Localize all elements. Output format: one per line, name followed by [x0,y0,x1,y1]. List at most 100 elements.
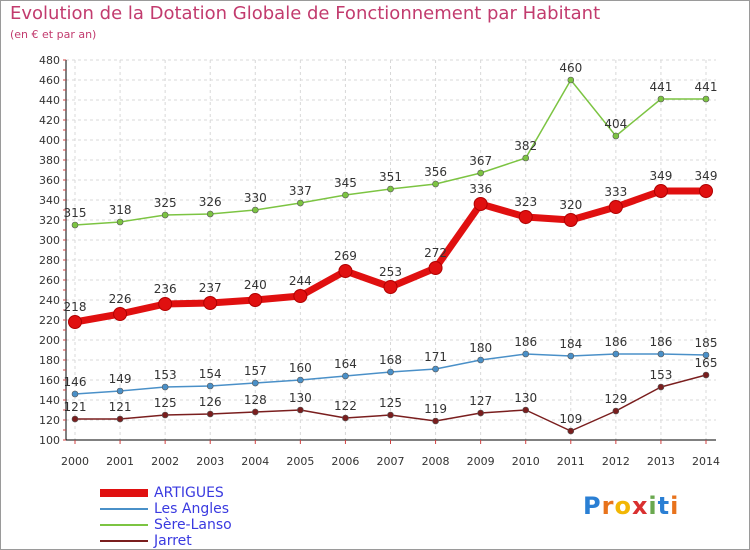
data-point-artigues [608,200,623,214]
x-tick-label: 2012 [602,455,630,468]
data-label-artigues: 269 [334,249,357,263]
chart-subtitle: (en € et par an) [10,28,97,41]
logo-letter: o [614,492,632,520]
line-chart: 100 120 140 160 180 200 220 240 260 280 300 320 340 3… [39,54,720,468]
x-tick-label: 2002 [151,455,179,468]
data-point-jarret [251,408,259,416]
data-label-jarret: 130 [289,391,312,405]
data-point-les-angles [387,368,394,376]
data-label-artigues: 349 [649,169,672,183]
y-tick-label: 220 [39,314,60,327]
data-label-artigues: 320 [559,198,582,212]
legend-item-les-angles: Les Angles [100,501,360,517]
x-tick-label: 2007 [377,455,405,468]
data-label-les-angles: 157 [244,364,267,378]
data-label-jarret: 125 [154,396,177,410]
data-point-jarret [161,411,169,419]
data-label-les-angles: 164 [334,357,357,371]
data-point-les-angles [657,350,665,358]
data-point-les-angles [71,390,79,398]
data-label-les-angles: 168 [379,353,402,367]
data-label-artigues: 253 [379,265,402,279]
data-point-jarret [71,415,79,423]
logo-letter: x [631,492,649,520]
data-label-les-angles: 171 [424,350,447,364]
x-tick-label: 2003 [196,455,224,468]
data-point-artigues [203,296,218,310]
data-label-les-angles: 186 [514,335,537,349]
data-point-artigues [518,210,533,224]
data-label-artigues: 349 [695,169,718,183]
data-point-s-re-lanso [342,191,349,199]
data-point-s-re-lanso [702,95,710,103]
data-label-s-re-lanso: 337 [289,184,312,198]
y-tick-label: 360 [39,174,60,187]
data-label-les-angles: 186 [604,335,627,349]
data-label-jarret: 165 [695,356,718,370]
proxiti-logo: Proxiti [583,492,679,520]
data-point-les-angles [477,356,484,364]
legend-item-jarret: Jarret [100,533,360,549]
data-label-les-angles: 186 [649,335,672,349]
y-tick-label: 480 [39,54,60,67]
y-tick-label: 420 [39,114,60,127]
legend-label: Sère-Lanso [154,517,232,533]
data-point-les-angles [432,365,439,373]
data-label-s-re-lanso: 318 [109,203,132,217]
data-label-s-re-lanso: 441 [649,80,672,94]
y-tick-label: 380 [39,154,60,167]
data-point-jarret [702,371,710,379]
data-point-jarret [432,417,439,425]
data-point-s-re-lanso [612,132,620,140]
data-point-jarret [522,406,530,414]
data-point-artigues [428,261,443,275]
legend-item-artigues: ARTIGUES [100,485,360,501]
legend-label: Jarret [154,533,192,549]
y-tick-label: 180 [39,354,60,367]
data-label-les-angles: 149 [109,372,132,386]
data-point-jarret [297,406,304,414]
data-label-les-angles: 180 [469,341,492,355]
data-point-les-angles [567,352,575,360]
data-label-artigues: 333 [604,185,627,199]
data-label-les-angles: 185 [695,336,718,350]
data-label-artigues: 218 [64,300,87,314]
data-label-artigues: 244 [289,274,312,288]
data-point-les-angles [116,387,124,395]
data-point-s-re-lanso [297,199,304,207]
data-label-les-angles: 184 [559,337,582,351]
y-tick-label: 340 [39,194,60,207]
data-point-jarret [206,410,214,418]
data-label-artigues: 323 [514,195,537,209]
data-label-s-re-lanso: 325 [154,196,177,210]
y-tick-label: 460 [39,74,60,87]
data-point-s-re-lanso [477,169,484,177]
data-label-s-re-lanso: 382 [514,139,537,153]
legend-swatch [100,489,148,497]
y-tick-label: 200 [39,334,60,347]
data-point-artigues [473,197,488,211]
legend-item-s-re-lanso: Sère-Lanso [100,517,360,533]
data-label-les-angles: 154 [199,367,222,381]
data-label-les-angles: 146 [64,375,87,389]
data-label-s-re-lanso: 441 [695,80,718,94]
data-point-jarret [387,411,394,419]
data-label-s-re-lanso: 326 [199,195,222,209]
logo-letter: i [648,492,658,520]
data-label-artigues: 240 [244,278,267,292]
data-point-artigues [563,213,578,227]
data-label-artigues: 226 [109,292,132,306]
y-tick-label: 300 [39,234,60,247]
data-point-s-re-lanso [522,154,530,162]
data-label-jarret: 121 [64,400,87,414]
data-label-jarret: 119 [424,402,447,416]
x-tick-label: 2000 [61,455,89,468]
data-point-s-re-lanso [657,95,665,103]
data-label-les-angles: 153 [154,368,177,382]
legend-label: Les Angles [154,501,230,517]
data-point-les-angles [702,351,710,359]
data-point-jarret [567,427,575,435]
y-tick-label: 260 [39,274,60,287]
data-point-jarret [342,414,349,422]
data-label-artigues: 336 [469,182,492,196]
